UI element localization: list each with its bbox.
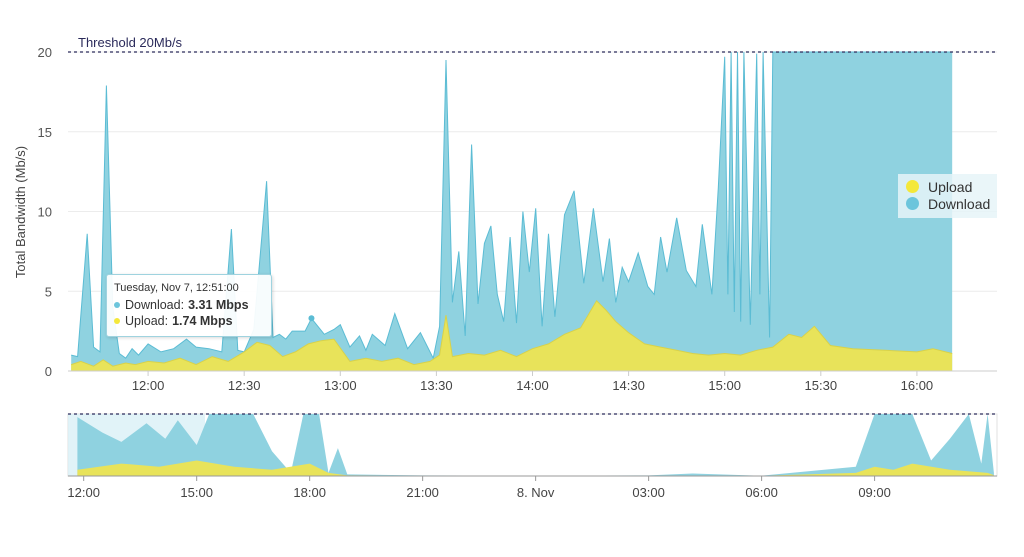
legend-item-upload[interactable]: Upload [906, 178, 997, 195]
tooltip-download-value: 3.31 Mbps [188, 298, 249, 312]
y-tick-label: 0 [45, 364, 52, 379]
navigator-tick-label: 12:00 [67, 485, 100, 500]
x-tick-label: 14:30 [612, 378, 645, 393]
legend-label-download: Download [928, 195, 991, 212]
main-plot-area: Threshold 20Mb/s 0 5 10 15 20 12:00 12:30 13:0… [13, 35, 997, 393]
tooltip-marker-upload [114, 318, 120, 324]
legend-marker-upload [906, 180, 919, 193]
threshold-label: Threshold 20Mb/s [78, 35, 183, 50]
navigator-tick-label: 8. Nov [517, 485, 555, 500]
tooltip-upload-label: Upload: [125, 314, 169, 328]
tooltip-marker-download [114, 302, 120, 308]
tooltip-upload-value: 1.74 Mbps [172, 314, 233, 328]
x-tick-label: 13:30 [420, 378, 453, 393]
navigator-tick-label: 06:00 [745, 485, 778, 500]
navigator-series-areas [77, 414, 994, 476]
tooltip-marker [308, 315, 315, 322]
legend-item-download[interactable]: Download [906, 195, 997, 212]
x-tick-label: 12:00 [132, 378, 165, 393]
navigator-tick-label: 03:00 [632, 485, 665, 500]
x-tick-label: 15:00 [708, 378, 741, 393]
x-tick-label: 16:00 [901, 378, 934, 393]
navigator-download-area [77, 414, 994, 476]
navigator-upload-area [77, 460, 994, 476]
legend-marker-download [906, 197, 919, 210]
legend-label-upload: Upload [928, 178, 973, 195]
y-axis-ticks: 0 5 10 15 20 [38, 45, 52, 379]
x-tick-label: 15:30 [805, 378, 838, 393]
tooltip-download-label: Download: [125, 298, 185, 312]
y-tick-label: 15 [38, 125, 52, 140]
tooltip-title: Tuesday, Nov 7, 12:51:00 [114, 282, 239, 294]
tooltip-row-upload: Upload: 1.74 Mbps [114, 313, 271, 329]
navigator-x-axis-ticks: 12:00 15:00 18:00 21:00 8. Nov 03:00 06:00 09:0… [67, 476, 891, 500]
x-axis-ticks: 12:00 12:30 13:00 13:30 14:00 14:30 15:00 15:30… [132, 371, 933, 393]
navigator-tick-label: 21:00 [406, 485, 439, 500]
chart-legend: Upload Download [898, 174, 997, 218]
main-series-areas[interactable] [71, 51, 953, 371]
y-tick-label: 10 [38, 205, 52, 220]
navigator-tick-label: 09:00 [858, 485, 891, 500]
upload-series-line [71, 299, 953, 367]
y-axis-title: Total Bandwidth (Mb/s) [13, 146, 28, 278]
y-tick-label: 5 [45, 284, 52, 299]
x-tick-label: 12:30 [228, 378, 261, 393]
tooltip-row-download: Download: 3.31 Mbps [114, 297, 271, 313]
y-tick-label: 20 [38, 45, 52, 60]
x-tick-label: 14:00 [516, 378, 549, 393]
navigator[interactable]: 12:00 15:00 18:00 21:00 8. Nov 03:00 06:00 09:0… [67, 413, 998, 500]
download-series-line [71, 51, 953, 360]
data-tooltip: Tuesday, Nov 7, 12:51:00 Download: 3.31 … [106, 274, 272, 337]
navigator-tick-label: 18:00 [293, 485, 326, 500]
navigator-tick-label: 15:00 [180, 485, 213, 500]
x-tick-label: 13:00 [324, 378, 357, 393]
